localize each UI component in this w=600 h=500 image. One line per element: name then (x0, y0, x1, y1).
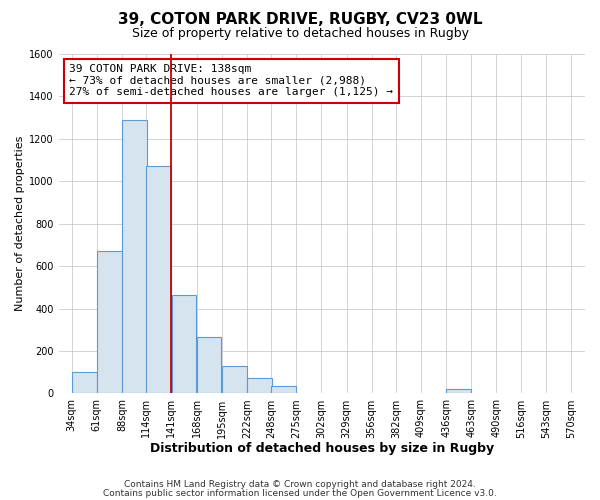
Bar (271, 386, 296, 394)
Text: Size of property relative to detached houses in Rugby: Size of property relative to detached ho… (131, 28, 469, 40)
Y-axis label: Number of detached properties: Number of detached properties (15, 136, 25, 312)
Bar (146, 166, 171, 394)
X-axis label: Distribution of detached houses by size in Rugby: Distribution of detached houses by size … (150, 442, 494, 455)
Bar (197, 337, 221, 394)
Text: Contains public sector information licensed under the Open Government Licence v3: Contains public sector information licen… (103, 488, 497, 498)
Bar (172, 295, 196, 394)
Bar (97, 252, 122, 394)
Bar (446, 389, 471, 394)
Text: Contains HM Land Registry data © Crown copyright and database right 2024.: Contains HM Land Registry data © Crown c… (124, 480, 476, 489)
Bar (122, 120, 147, 394)
Bar (247, 378, 272, 394)
Text: 39, COTON PARK DRIVE, RUGBY, CV23 0WL: 39, COTON PARK DRIVE, RUGBY, CV23 0WL (118, 12, 482, 28)
Bar (72, 372, 97, 394)
Text: 39 COTON PARK DRIVE: 138sqm
← 73% of detached houses are smaller (2,988)
27% of : 39 COTON PARK DRIVE: 138sqm ← 73% of det… (69, 64, 393, 98)
Bar (222, 366, 247, 394)
